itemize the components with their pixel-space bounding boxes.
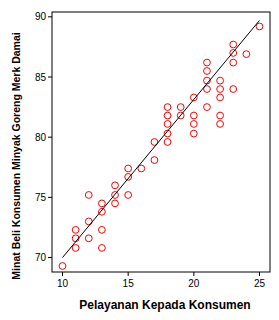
y-tick xyxy=(48,197,52,198)
point xyxy=(217,94,224,101)
point xyxy=(230,59,237,66)
point xyxy=(164,139,171,146)
y-tick-label: 80 xyxy=(35,132,47,143)
y-axis-label: Minat Beli Konsumen Minyak Goreng Merk D… xyxy=(10,32,22,279)
point xyxy=(217,112,224,119)
point xyxy=(85,192,92,199)
plot-area xyxy=(52,12,270,272)
x-tick xyxy=(193,272,194,276)
data-layer xyxy=(59,20,263,269)
point xyxy=(190,130,197,137)
point xyxy=(59,263,66,270)
y-tick xyxy=(48,77,52,78)
x-tick-label: 10 xyxy=(57,278,69,289)
x-tick xyxy=(128,272,129,276)
point xyxy=(99,200,106,207)
y-tick-label: 90 xyxy=(35,11,47,22)
point xyxy=(217,77,224,84)
point xyxy=(99,226,106,233)
plot-frame xyxy=(52,12,270,272)
point xyxy=(85,235,92,242)
point xyxy=(99,245,106,252)
y-tick xyxy=(48,16,52,17)
point xyxy=(204,59,211,66)
chart: 10 15 20 25 70 75 80 85 90 Pelayanan Kepada Konsu… xyxy=(0,0,279,320)
point xyxy=(204,104,211,111)
x-tick-label: 15 xyxy=(123,278,135,289)
point xyxy=(204,68,211,75)
x-tick-label: 25 xyxy=(254,278,266,289)
point xyxy=(230,86,237,93)
point xyxy=(112,200,119,207)
point xyxy=(151,157,158,164)
point xyxy=(112,182,119,189)
y-tick-label: 70 xyxy=(35,252,47,263)
point xyxy=(164,104,171,111)
fit-line xyxy=(63,20,260,257)
y-tick xyxy=(48,257,52,258)
x-axis-label: Pelayanan Kepada Konsumen xyxy=(79,298,250,312)
point xyxy=(164,121,171,128)
point xyxy=(190,121,197,128)
point xyxy=(190,112,197,119)
x-tick-label: 20 xyxy=(188,278,200,289)
point xyxy=(217,121,224,128)
y-tick-label: 85 xyxy=(35,72,47,83)
point xyxy=(230,41,237,48)
point xyxy=(72,245,79,252)
y-tick xyxy=(48,137,52,138)
point xyxy=(243,51,250,58)
x-tick xyxy=(259,272,260,276)
point xyxy=(177,104,184,111)
y-tick-label: 75 xyxy=(35,192,47,203)
point xyxy=(125,165,132,172)
point xyxy=(217,86,224,93)
point xyxy=(125,192,132,199)
point xyxy=(164,112,171,119)
x-tick xyxy=(62,272,63,276)
point xyxy=(72,226,79,233)
